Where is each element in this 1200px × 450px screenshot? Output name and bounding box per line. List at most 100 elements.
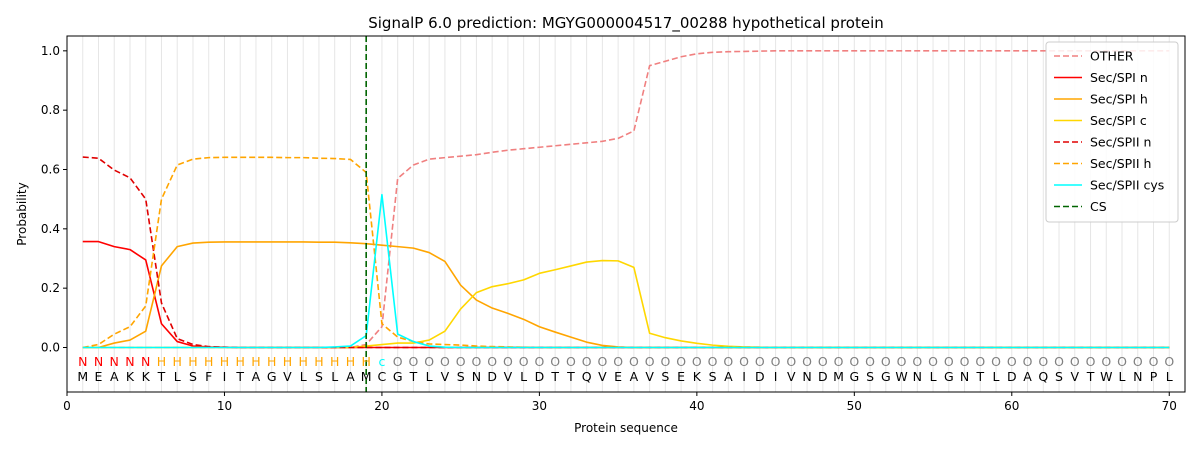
annotation-letter: H [204, 354, 213, 369]
annotation-letter: N [78, 354, 87, 369]
sequence-residue: M [77, 369, 88, 384]
sequence-residue: L [993, 369, 1000, 384]
annotation-letter: O [597, 354, 607, 369]
annotation-letter: O [582, 354, 592, 369]
sequence-residue: L [1166, 369, 1173, 384]
x-tick-label: 50 [847, 399, 862, 413]
annotation-letter: H [157, 354, 166, 369]
sequence-residue: T [975, 369, 984, 384]
sequence-residue: G [944, 369, 954, 384]
chart-title: SignalP 6.0 prediction: MGYG000004517_00… [368, 14, 884, 33]
annotation-letter: H [236, 354, 245, 369]
sequence-residue: A [110, 369, 119, 384]
sequence-residue: T [409, 369, 418, 384]
annotation-letter: O [960, 354, 970, 369]
sequence-residue: T [550, 369, 559, 384]
sequence-residue: L [426, 369, 433, 384]
x-tick-label: 10 [217, 399, 232, 413]
sequence-residue: T [566, 369, 575, 384]
sequence-residue: D [487, 369, 497, 384]
sequence-residue: G [267, 369, 277, 384]
legend-label: OTHER [1090, 49, 1134, 64]
y-tick-label: 0.6 [41, 163, 60, 177]
x-axis-label: Protein sequence [574, 421, 678, 435]
grid-lines [82, 36, 1170, 392]
sequence-residue: C [378, 369, 387, 384]
sequence-residue: N [802, 369, 811, 384]
annotation-letter: O [676, 354, 686, 369]
sequence-residue: V [504, 369, 513, 384]
sequence-residue: L [174, 369, 181, 384]
annotation-letter: O [818, 354, 828, 369]
sequence-residue: V [787, 369, 796, 384]
annotation-letter: O [708, 354, 718, 369]
annotation-letter: O [440, 354, 450, 369]
annotation-letter: O [1038, 354, 1048, 369]
x-tick-label: 0 [63, 399, 71, 413]
series-line-2 [82, 241, 1170, 349]
annotation-letter: O [487, 354, 497, 369]
sequence-residue: W [895, 369, 907, 384]
sequence-residue: E [614, 369, 622, 384]
sequence-residue: A [630, 369, 639, 384]
annotation-letter: O [881, 354, 891, 369]
annotation-letter: O [834, 354, 844, 369]
sequence-residue: D [818, 369, 828, 384]
series-line-1 [82, 240, 1170, 349]
sequence-residue: V [283, 369, 292, 384]
annotation-letter: N [110, 354, 119, 369]
annotation-letter: O [393, 354, 403, 369]
annotation-letter: O [865, 354, 875, 369]
annotation-letter: O [456, 354, 466, 369]
x-axis-ticks: 0 10 20 30 40 50 60 70 [63, 392, 1177, 413]
sequence-residue: Q [1038, 369, 1048, 384]
annotation-letter: O [849, 354, 859, 369]
annotation-letter: O [1101, 354, 1111, 369]
annotation-letter: O [1070, 354, 1080, 369]
annotation-letter: O [1117, 354, 1127, 369]
x-tick-label: 70 [1162, 399, 1177, 413]
annotation-letter: N [125, 354, 134, 369]
annotation-letter: O [471, 354, 481, 369]
sequence-residue: S [1055, 369, 1063, 384]
annotation-letter: O [1133, 354, 1143, 369]
annotation-letter: O [739, 354, 749, 369]
sequence-residue: N [472, 369, 481, 384]
annotation-letter: O [975, 354, 985, 369]
annotation-letter: O [519, 354, 529, 369]
sequence-residue: G [881, 369, 891, 384]
annotation-letter: H [251, 354, 260, 369]
sequence-residue: S [661, 369, 669, 384]
annotation-letter: N [94, 354, 103, 369]
annotation-letter: H [267, 354, 276, 369]
y-axis-ticks: 0.0 0.2 0.4 0.6 0.8 1.0 [41, 44, 67, 355]
annotation-letter: H [330, 354, 339, 369]
sequence-residue: T [1086, 369, 1095, 384]
y-tick-label: 0.0 [41, 341, 60, 355]
legend-label: Sec/SPII cys [1090, 178, 1164, 193]
sequence-residue: L [930, 369, 937, 384]
legend-label: Sec/SPI n [1090, 70, 1148, 85]
sequence-residue: M [361, 369, 372, 384]
sequence-residue: I [223, 369, 227, 384]
sequence-residue: D [1007, 369, 1017, 384]
annotation-letter: O [802, 354, 812, 369]
x-tick-label: 40 [689, 399, 704, 413]
sequence-residue: S [189, 369, 197, 384]
sequence-residue: G [849, 369, 859, 384]
sequence-residue: K [693, 369, 702, 384]
annotation-letter: H [283, 354, 292, 369]
sequence-residue: V [598, 369, 607, 384]
legend-label: Sec/SPI c [1090, 113, 1147, 128]
sequence-residue: V [645, 369, 654, 384]
annotation-letter: O [944, 354, 954, 369]
annotation-letter: O [1164, 354, 1174, 369]
annotation-letter: c [378, 354, 385, 369]
annotation-letter: O [629, 354, 639, 369]
sequence-residue: N [913, 369, 922, 384]
sequence-residue: A [1023, 369, 1032, 384]
plot-frame [66, 35, 1186, 393]
sequence-residue: I [742, 369, 746, 384]
annotation-letter: N [141, 354, 150, 369]
